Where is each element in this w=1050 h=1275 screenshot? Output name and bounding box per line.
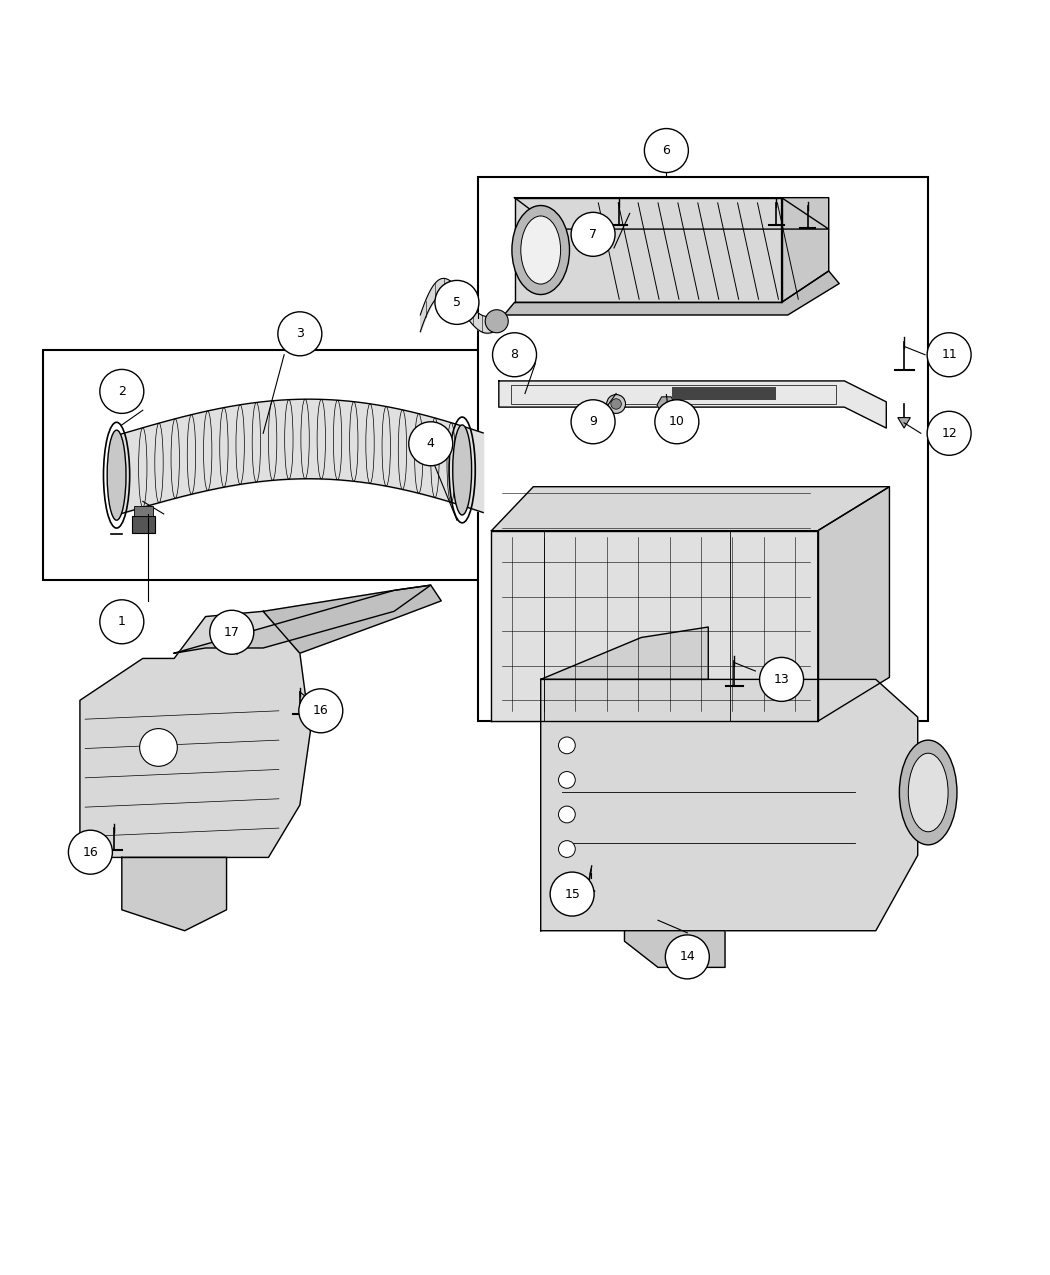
Text: 2: 2	[118, 385, 126, 398]
Bar	[134, 506, 153, 516]
Polygon shape	[657, 397, 676, 413]
Circle shape	[571, 213, 615, 256]
Circle shape	[559, 771, 575, 788]
Text: 14: 14	[679, 950, 695, 964]
Circle shape	[550, 872, 594, 915]
Text: 11: 11	[941, 348, 957, 361]
Polygon shape	[898, 418, 910, 428]
Circle shape	[655, 400, 699, 444]
Polygon shape	[514, 198, 781, 302]
Text: 8: 8	[510, 348, 519, 361]
Text: 12: 12	[941, 427, 957, 440]
Circle shape	[559, 737, 575, 754]
Polygon shape	[122, 857, 227, 931]
Polygon shape	[541, 680, 918, 931]
Circle shape	[559, 840, 575, 857]
Text: 9: 9	[589, 416, 597, 428]
Circle shape	[927, 412, 971, 455]
Circle shape	[607, 394, 626, 413]
Bar	[132, 516, 155, 533]
Circle shape	[927, 333, 971, 376]
Circle shape	[492, 333, 537, 376]
Circle shape	[559, 875, 575, 892]
Circle shape	[408, 422, 453, 465]
Text: 1: 1	[118, 616, 126, 629]
Text: 4: 4	[426, 437, 435, 450]
Polygon shape	[625, 931, 724, 968]
Text: 6: 6	[663, 144, 670, 157]
Circle shape	[645, 129, 689, 172]
Text: 16: 16	[83, 845, 99, 858]
Ellipse shape	[453, 425, 471, 515]
Circle shape	[666, 935, 710, 979]
Circle shape	[485, 310, 508, 333]
Polygon shape	[541, 627, 709, 680]
Circle shape	[100, 599, 144, 644]
Circle shape	[210, 611, 254, 654]
Text: 15: 15	[564, 887, 580, 900]
Polygon shape	[264, 585, 441, 653]
Ellipse shape	[908, 754, 948, 831]
Text: 17: 17	[224, 626, 239, 639]
Text: 16: 16	[313, 704, 329, 718]
Polygon shape	[491, 487, 889, 530]
Polygon shape	[80, 611, 311, 857]
Circle shape	[571, 400, 615, 444]
Text: 10: 10	[669, 416, 685, 428]
Bar	[43, 349, 494, 580]
Circle shape	[100, 370, 144, 413]
Polygon shape	[174, 585, 430, 653]
Polygon shape	[491, 530, 818, 722]
Text: 7: 7	[589, 228, 597, 241]
Text: 5: 5	[453, 296, 461, 309]
Polygon shape	[818, 487, 889, 722]
Circle shape	[611, 399, 622, 409]
Circle shape	[559, 806, 575, 822]
Ellipse shape	[521, 215, 561, 284]
Circle shape	[759, 658, 803, 701]
Text: 3: 3	[296, 328, 303, 340]
Polygon shape	[504, 272, 839, 315]
Text: 13: 13	[774, 673, 790, 686]
Ellipse shape	[512, 205, 569, 295]
Ellipse shape	[900, 740, 957, 845]
Bar	[511, 385, 836, 404]
Circle shape	[278, 312, 322, 356]
Bar	[478, 177, 928, 722]
Circle shape	[435, 280, 479, 324]
Polygon shape	[781, 198, 828, 302]
Bar	[672, 388, 776, 400]
Circle shape	[140, 728, 177, 766]
Circle shape	[299, 688, 342, 733]
Circle shape	[68, 830, 112, 875]
Polygon shape	[514, 198, 828, 230]
Polygon shape	[499, 381, 886, 428]
Ellipse shape	[107, 430, 126, 520]
